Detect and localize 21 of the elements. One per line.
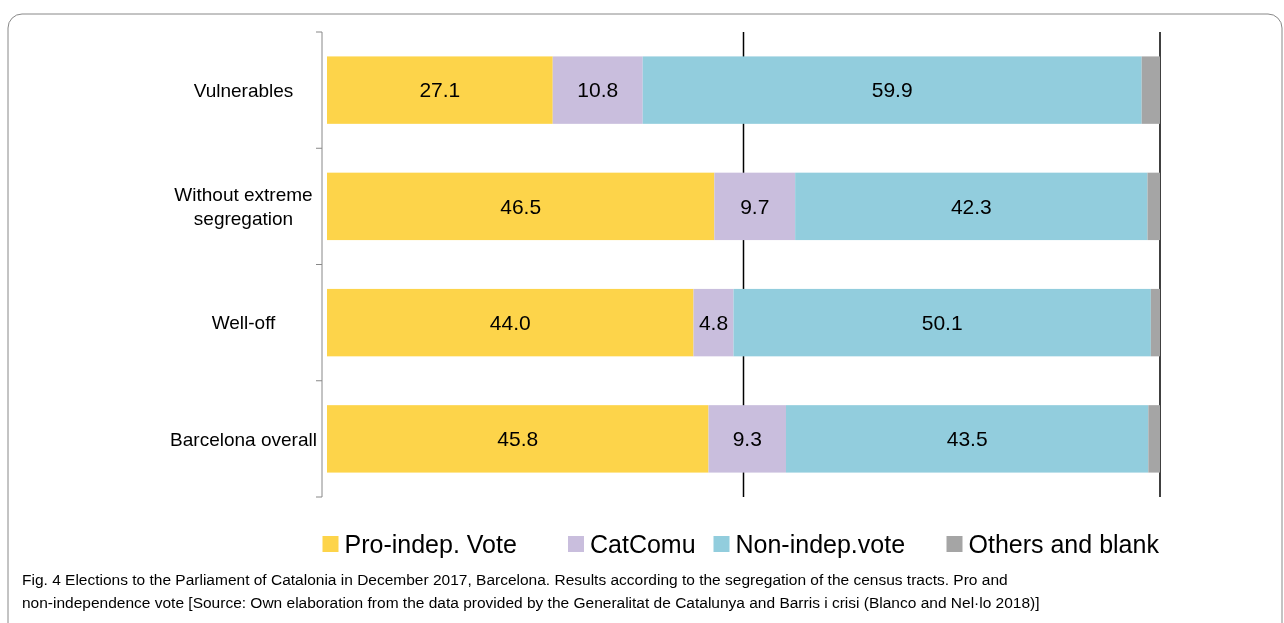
- data-label: 46.5: [500, 194, 542, 218]
- data-label: 4.8: [698, 310, 729, 334]
- caption: Fig. 4 Elections to the Parliament of Catalonia in December 2017, Barcelona. Results according to the segregation of the census tracts. Pro and non-independence vote [Source: Own elaboration from the data provided by the Generalitat de Catalunya and Barris i crisi (Blanco and Nel·lo 2018)]: [22, 571, 1040, 611]
- data-label: 43.5: [946, 427, 988, 451]
- data-label: 10.8: [577, 78, 619, 102]
- y-tick-label: Well-off: [211, 312, 277, 334]
- data-label: 59.9: [871, 78, 913, 102]
- y-tick-label: Without extreme segregation: [174, 184, 313, 230]
- legend-label: Pro-indep. Vote: [344, 529, 517, 558]
- y-tick-label: Vulnerables: [193, 79, 294, 101]
- data-label: 45.8: [497, 427, 539, 451]
- data-label: 9.7: [740, 194, 770, 218]
- data-label: 27.1: [419, 78, 461, 102]
- legend-label: Others and blank: [968, 529, 1160, 558]
- data-label: 42.3: [950, 194, 992, 218]
- data-label: 9.3: [732, 427, 762, 451]
- data-label: 50.1: [921, 310, 963, 334]
- data-label: 44.0: [489, 310, 531, 334]
- legend-label: CatComu: [590, 529, 696, 558]
- y-tick-label: Barcelona overall: [170, 428, 317, 450]
- legend-label: Non-indep.vote: [735, 529, 906, 558]
